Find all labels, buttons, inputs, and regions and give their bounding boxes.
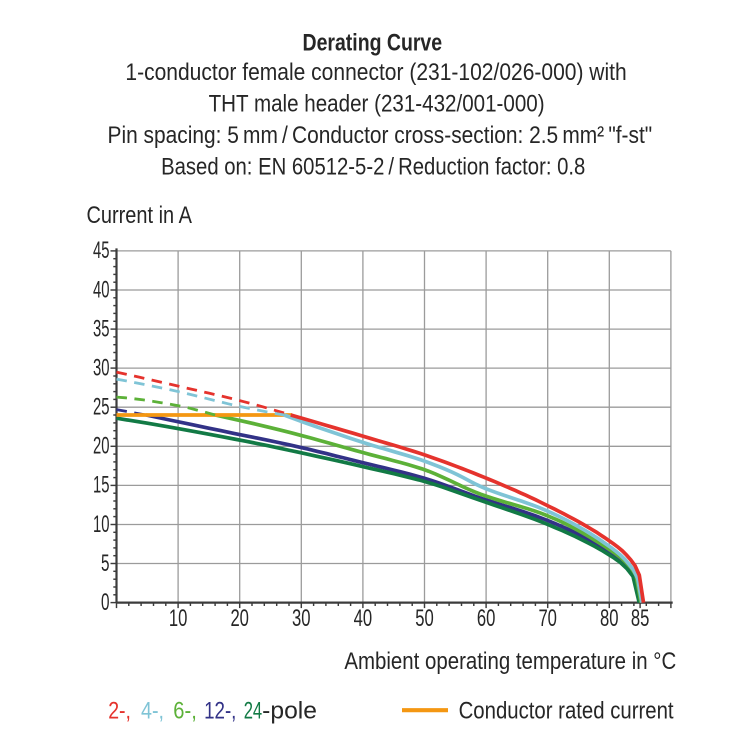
svg-text:10: 10 <box>169 605 188 632</box>
svg-text:0: 0 <box>101 589 110 616</box>
svg-text:30: 30 <box>292 605 311 632</box>
svg-text:4-,: 4-, <box>141 698 164 725</box>
svg-text:25: 25 <box>93 394 110 421</box>
svg-text:85: 85 <box>631 605 650 632</box>
svg-text:20: 20 <box>93 433 110 460</box>
svg-text:20: 20 <box>230 605 249 632</box>
svg-text:70: 70 <box>538 605 557 632</box>
svg-text:2-,: 2-, <box>108 698 131 725</box>
svg-text:80: 80 <box>600 605 619 632</box>
svg-text:Conductor rated current: Conductor rated current <box>459 698 674 725</box>
svg-text:6-,: 6-, <box>173 698 197 725</box>
svg-text:35: 35 <box>93 315 110 342</box>
svg-text:Pin spacing: 5 mm / Conductor: Pin spacing: 5 mm / Conductor cross-sect… <box>108 122 653 149</box>
svg-text:-pole: -pole <box>262 698 317 725</box>
svg-text:12-,: 12-, <box>204 698 236 725</box>
svg-text:40: 40 <box>93 276 110 303</box>
svg-text:60: 60 <box>477 605 496 632</box>
svg-text:45: 45 <box>93 237 110 264</box>
svg-text:10: 10 <box>93 511 110 538</box>
svg-text:Ambient operating temperature: Ambient operating temperature in °C <box>344 648 676 675</box>
svg-text:Derating Curve: Derating Curve <box>303 29 443 56</box>
svg-text:THT male header (231-432/001-0: THT male header (231-432/001-000) <box>209 90 545 117</box>
svg-text:5: 5 <box>101 550 110 577</box>
svg-text:Current in A: Current in A <box>87 202 193 229</box>
svg-text:40: 40 <box>354 605 373 632</box>
svg-text:30: 30 <box>93 354 110 381</box>
svg-text:Based on: EN 60512-5-2 / Reduc: Based on: EN 60512-5-2 / Reduction facto… <box>161 153 585 180</box>
svg-text:50: 50 <box>415 605 434 632</box>
svg-text:1-conductor female connector (: 1-conductor female connector (231-102/02… <box>125 59 626 86</box>
svg-text:24: 24 <box>244 698 263 725</box>
svg-text:15: 15 <box>93 472 110 499</box>
